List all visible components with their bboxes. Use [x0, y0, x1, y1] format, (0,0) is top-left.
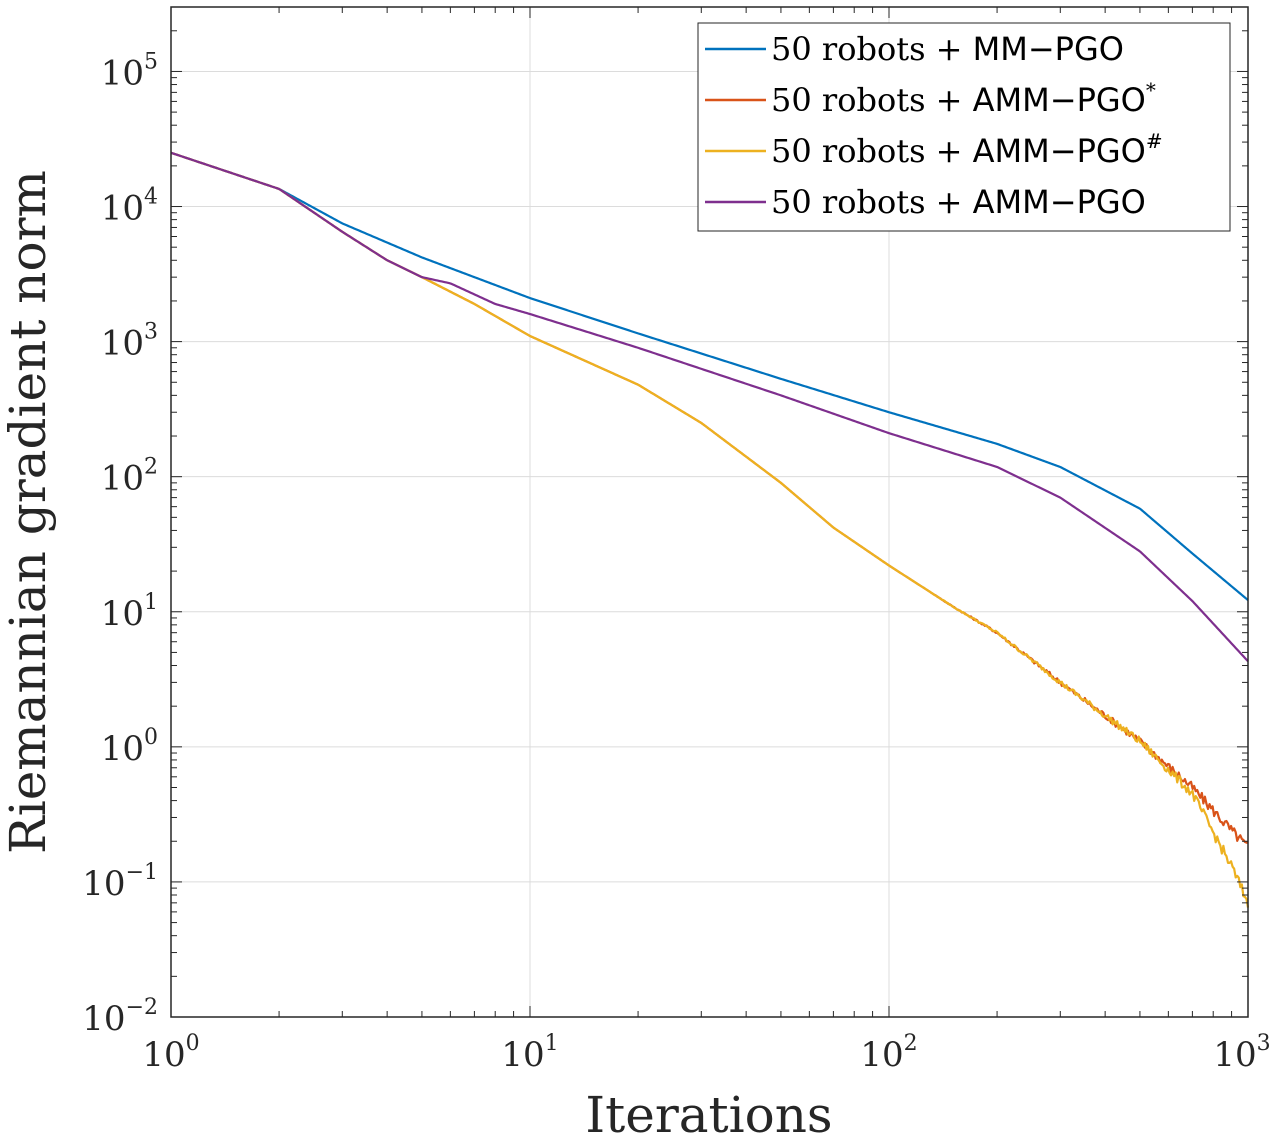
y-tick-label-3: 101	[101, 590, 158, 634]
x-axis-title: Iterations	[585, 1086, 832, 1140]
y-tick-label-0: 10−2	[82, 995, 158, 1039]
y-tick-label-5: 103	[101, 320, 158, 364]
legend-box	[697, 22, 1231, 232]
series-line-0	[170, 151, 1249, 601]
y-axis-title: Riemannian gradient norm	[0, 170, 57, 854]
axes-box	[170, 6, 1249, 1018]
y-tick-label-6: 104	[101, 185, 158, 229]
ticks	[170, 6, 1248, 1018]
x-tick-label-0: 100	[142, 1031, 199, 1075]
legend-label-1: 50 robots + AMM−PGO*	[771, 78, 1156, 119]
legend-label-3: 50 robots + AMM−PGO	[771, 183, 1146, 221]
legend-label-2: 50 robots + AMM−PGO#	[771, 129, 1163, 170]
legend-label-0: 50 robots + MM−PGO	[771, 30, 1124, 68]
x-tick-label-2: 102	[860, 1031, 917, 1075]
legend: 50 robots + MM−PGO 50 robots + AMM−PGO* 50…	[697, 22, 1231, 232]
y-tick-label-2: 100	[101, 725, 158, 769]
series-line-3	[170, 151, 1249, 663]
x-tick-label-1: 101	[501, 1031, 558, 1075]
y-tick-label-4: 102	[101, 455, 158, 499]
y-tick-label-7: 105	[101, 49, 158, 93]
x-tick-label-3: 103	[1213, 1031, 1270, 1075]
y-tick-label-1: 10−1	[82, 860, 158, 904]
series-layer	[170, 151, 1250, 908]
tick-labels: 100 101 102 103 10−2 10−1 100 101 102 103 104 105	[82, 49, 1270, 1075]
